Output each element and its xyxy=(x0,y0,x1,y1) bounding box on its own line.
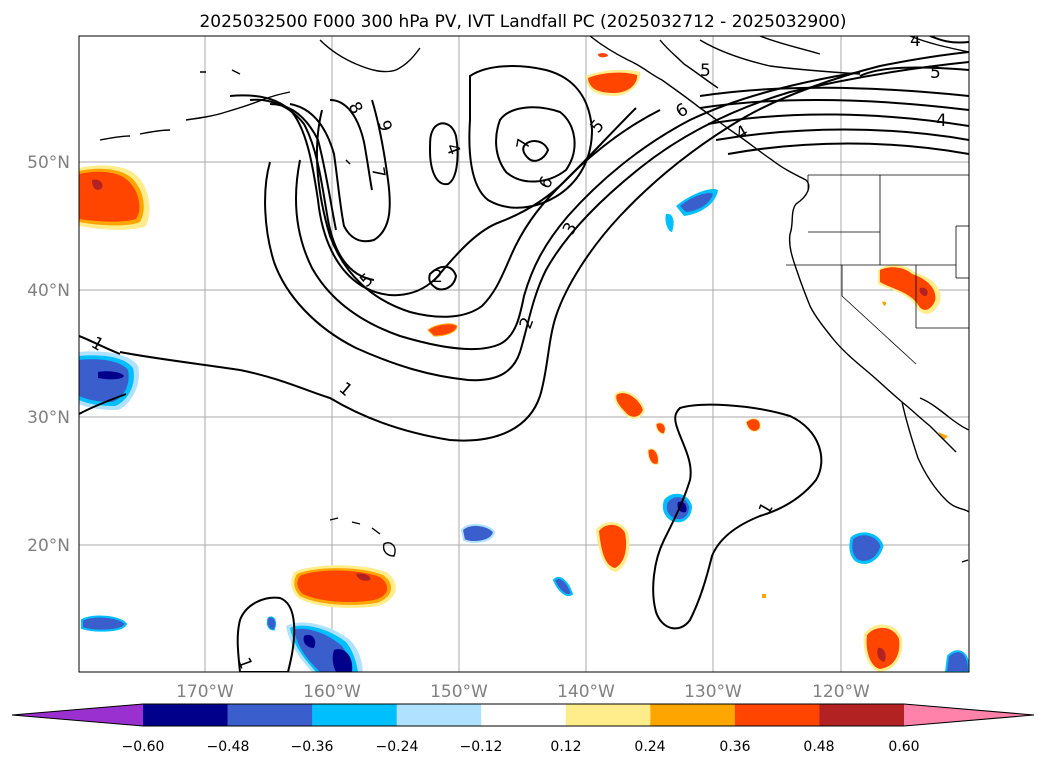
shade-blob-mid2 xyxy=(655,422,666,435)
shade-blob-hawaii xyxy=(291,565,396,608)
colorbar-extend-high xyxy=(904,704,1034,726)
lat-label-20n: 20°N xyxy=(27,536,70,556)
shade-blob-blue-150 xyxy=(460,524,496,543)
shade-dot xyxy=(762,594,766,598)
lat-label-50n: 50°N xyxy=(27,153,70,173)
lon-axis-labels: 170°W 160°W 150°W 140°W 130°W 120°W xyxy=(176,682,870,702)
shade-blob-mid3 xyxy=(647,448,659,465)
lat-axis-labels: 50°N 40°N 30°N 20°N xyxy=(27,153,70,556)
map-frame xyxy=(78,35,970,673)
contour-label: 5 xyxy=(930,63,941,83)
contour-label: 7 xyxy=(367,165,389,179)
colorbar-tick-label: 0.48 xyxy=(803,739,834,755)
lon-label-130w: 130°W xyxy=(684,682,742,702)
shade-blob-se-corner xyxy=(944,650,969,672)
colorbar-tick-label: 0.12 xyxy=(550,739,581,755)
colorbar-segment xyxy=(396,704,482,726)
filled-shading xyxy=(79,53,969,672)
colorbar-tick-label: 0.60 xyxy=(888,739,919,755)
colorbar-tick-label: 0.36 xyxy=(719,739,750,755)
shade-blob-mid4 xyxy=(745,418,761,432)
colorbar-extend-low xyxy=(12,704,143,726)
lon-label-140w: 140°W xyxy=(557,682,615,702)
borders xyxy=(786,174,969,365)
contour-label: 7 xyxy=(513,137,535,151)
shade-blob-blue-s xyxy=(552,576,574,596)
lat-label-30n: 30°N xyxy=(27,408,70,428)
map-panel: 8 9 7 6 5 4 7 6 5 4 3 2 2 5 1 1 1 1 5 4 xyxy=(78,31,970,673)
contour-label: 4 xyxy=(910,31,921,51)
colorbar-segment xyxy=(650,704,736,726)
shade-blob-alaska xyxy=(586,53,641,96)
shade-blob-se-blue xyxy=(849,532,884,564)
colorbar-outline xyxy=(11,703,1035,727)
lat-label-40n: 40°N xyxy=(27,281,70,301)
colorbar-tick-label: 0.24 xyxy=(634,739,665,755)
shade-blob-nw xyxy=(79,165,150,230)
pv-contours xyxy=(79,36,969,672)
shade-blob-mid1 xyxy=(614,391,646,419)
shade-blob-ne-blue xyxy=(665,188,718,232)
colorbar-tick-label: −0.36 xyxy=(291,739,334,755)
colorbar-tick-label: −0.60 xyxy=(122,739,165,755)
shade-blob-blue-mid xyxy=(662,493,692,523)
colorbar-segment xyxy=(227,704,313,726)
shade-blob-se-orange xyxy=(863,624,903,672)
shade-blob-central xyxy=(427,323,458,337)
lon-label-170w: 170°W xyxy=(176,682,234,702)
colorbar-segments xyxy=(11,703,1035,727)
colorbar-segment xyxy=(481,704,567,726)
contour-label: 4 xyxy=(936,111,947,131)
lon-label-150w: 150°W xyxy=(430,682,488,702)
shade-blob-sw2 xyxy=(266,616,363,672)
contour-label: 5 xyxy=(700,61,711,81)
shade-blob-orange-s xyxy=(596,521,630,572)
gridlines xyxy=(79,36,969,672)
colorbar-tick-label: −0.12 xyxy=(460,739,503,755)
colorbar-ticks: −0.60 −0.48 −0.36 −0.24 −0.12 0.12 0.24 … xyxy=(122,739,920,755)
contour-label: 9 xyxy=(373,118,395,134)
colorbar: −0.60 −0.48 −0.36 −0.24 −0.12 0.12 0.24 … xyxy=(11,703,1035,755)
colorbar-segment xyxy=(312,704,398,726)
colorbar-segment xyxy=(565,704,651,726)
map-background xyxy=(79,36,969,672)
colorbar-segment xyxy=(143,704,229,726)
lon-label-160w: 160°W xyxy=(303,682,361,702)
chart-title: 2025032500 F000 300 hPa PV, IVT Landfall… xyxy=(199,12,846,32)
colorbar-tick-label: −0.48 xyxy=(207,739,250,755)
colorbar-segment xyxy=(734,704,820,726)
colorbar-segment xyxy=(819,704,905,726)
coastlines xyxy=(99,36,969,563)
shade-blob-nevada xyxy=(878,264,941,314)
lon-label-120w: 120°W xyxy=(812,682,870,702)
shade-dot2 xyxy=(938,432,948,440)
colorbar-tick-label: −0.24 xyxy=(376,739,419,755)
shade-blob-sw1 xyxy=(81,615,128,632)
contour-label: 2 xyxy=(432,267,443,287)
